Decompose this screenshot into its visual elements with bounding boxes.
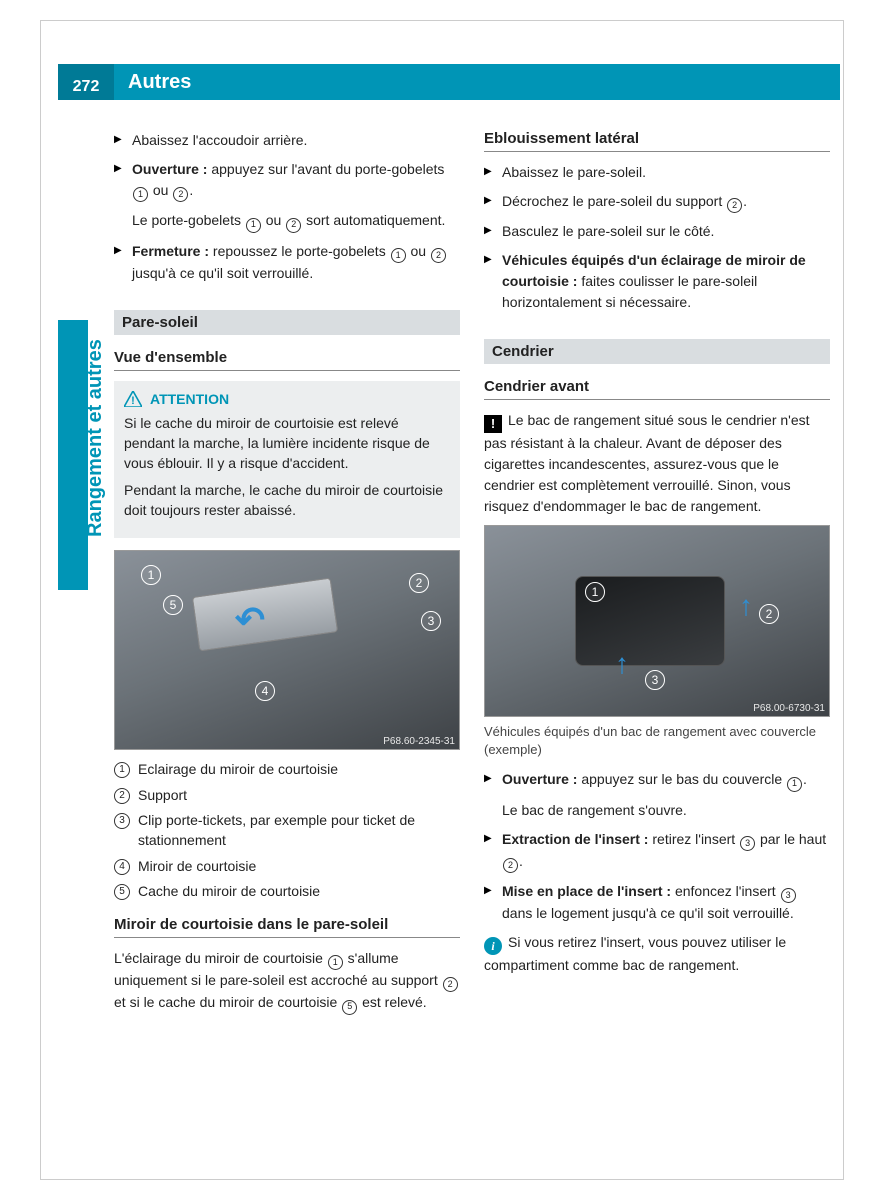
- list-item: Ouverture : appuyez sur le bas du couver…: [484, 769, 830, 791]
- header-bar: 272 Autres: [58, 64, 840, 100]
- callout-1: 1: [585, 582, 605, 602]
- callout-1: 1: [141, 565, 161, 585]
- subsection-heading: Miroir de courtoisie dans le pare-soleil: [114, 916, 460, 938]
- bullet-list: Ouverture : appuyez sur le bas du couver…: [484, 769, 830, 791]
- warning-paragraph: !Le bac de rangement situé sous le cendr…: [484, 410, 830, 517]
- attention-text: Pendant la marche, le cache du miroir de…: [124, 480, 450, 521]
- list-item: Véhicules équipés d'un éclairage de miro…: [484, 250, 830, 313]
- legend: 1Eclairage du miroir de courtoisie 2Supp…: [114, 760, 460, 902]
- section-heading: Cendrier: [484, 339, 830, 364]
- section-heading: Pare-soleil: [114, 310, 460, 335]
- chapter-title: Autres: [128, 71, 191, 94]
- warning-triangle-icon: !: [124, 391, 142, 407]
- attention-text: Si le cache du miroir de courtoisie est …: [124, 413, 450, 474]
- attention-box: ! ATTENTION Si le cache du miroir de cou…: [114, 381, 460, 538]
- bullet-list: Abaissez l'accoudoir arrière. Ouverture …: [114, 130, 460, 202]
- follow-text: Le bac de rangement s'ouvre.: [484, 800, 830, 821]
- left-column: Abaissez l'accoudoir arrière. Ouverture …: [114, 130, 460, 1023]
- callout-5: 5: [163, 595, 183, 615]
- legend-item: 4Miroir de courtoisie: [114, 857, 460, 877]
- legend-item: 1Eclairage du miroir de courtoisie: [114, 760, 460, 780]
- attention-title: ! ATTENTION: [124, 391, 450, 407]
- svg-text:!: !: [131, 395, 135, 407]
- info-icon: i: [484, 937, 502, 955]
- callout-2: 2: [759, 604, 779, 624]
- side-label: Rangement et autres: [84, 339, 107, 537]
- bullet-list: Extraction de l'insert : retirez l'inser…: [484, 829, 830, 925]
- callout-3: 3: [645, 670, 665, 690]
- exclamation-icon: !: [484, 415, 502, 433]
- arrow-icon: ↶: [235, 599, 265, 641]
- bullet-list: Abaissez le pare-soleil. Décrochez le pa…: [484, 162, 830, 313]
- legend-item: 5Cache du miroir de courtoisie: [114, 882, 460, 902]
- list-item: Basculez le pare-soleil sur le côté.: [484, 221, 830, 242]
- list-item: Extraction de l'insert : retirez l'inser…: [484, 829, 830, 874]
- subsection-heading: Vue d'ensemble: [114, 349, 460, 371]
- bullet-list: Fermeture : repoussez le porte-gobelets …: [114, 241, 460, 284]
- list-item: Ouverture : appuyez sur l'avant du porte…: [114, 159, 460, 202]
- figure-caption: Véhicules équipés d'un bac de rangement …: [484, 723, 830, 759]
- callout-3: 3: [421, 611, 441, 631]
- info-paragraph: iSi vous retirez l'insert, vous pouvez u…: [484, 932, 830, 976]
- subsection-heading: Cendrier avant: [484, 378, 830, 400]
- content-area: Abaissez l'accoudoir arrière. Ouverture …: [114, 130, 830, 1023]
- figure-ref: P68.00-6730-31: [753, 703, 825, 714]
- figure-ashtray: 1 2 3 ↑ ↑ P68.00-6730-31: [484, 525, 830, 717]
- callout-2: 2: [409, 573, 429, 593]
- right-column: Eblouissement latéral Abaissez le pare-s…: [484, 130, 830, 1023]
- list-item: Mise en place de l'insert : enfoncez l'i…: [484, 881, 830, 924]
- legend-item: 3Clip porte-tickets, par exemple pour ti…: [114, 811, 460, 850]
- arrow-icon: ↑: [615, 648, 629, 680]
- legend-item: 2Support: [114, 786, 460, 806]
- follow-text: Le porte-gobelets 1 ou 2 sort automatiqu…: [114, 210, 460, 232]
- subsection-heading: Eblouissement latéral: [484, 130, 830, 152]
- paragraph: L'éclairage du miroir de courtoisie 1 s'…: [114, 948, 460, 1015]
- list-item: Abaissez l'accoudoir arrière.: [114, 130, 460, 151]
- list-item: Décrochez le pare-soleil du support 2.: [484, 191, 830, 213]
- figure-ref: P68.60-2345-31: [383, 736, 455, 747]
- figure-sunvisor: 1 2 3 4 5 ↶ P68.60-2345-31: [114, 550, 460, 750]
- list-item: Fermeture : repoussez le porte-gobelets …: [114, 241, 460, 284]
- list-item: Abaissez le pare-soleil.: [484, 162, 830, 183]
- arrow-icon: ↑: [739, 590, 753, 622]
- page-number: 272: [58, 64, 114, 100]
- callout-4: 4: [255, 681, 275, 701]
